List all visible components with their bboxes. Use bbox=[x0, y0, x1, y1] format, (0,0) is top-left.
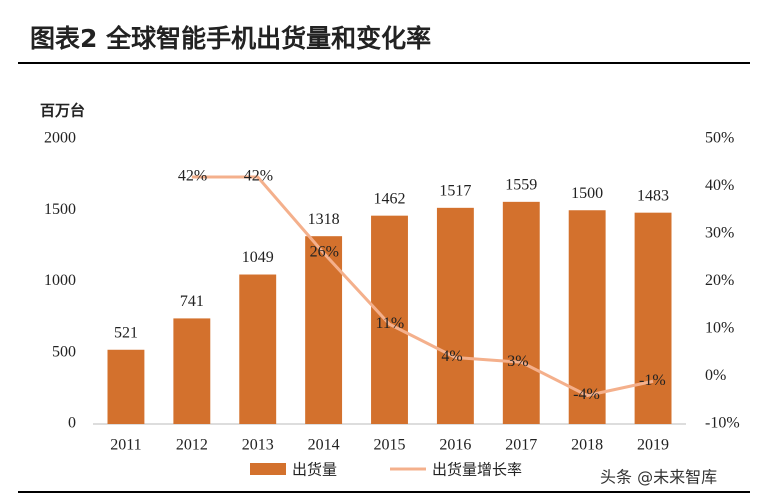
bar bbox=[371, 215, 408, 424]
x-tick-label: 2012 bbox=[176, 437, 208, 454]
y-tick-label: 1500 bbox=[44, 201, 76, 218]
bar-value-label: 1318 bbox=[308, 211, 340, 228]
y2-tick-label: -10% bbox=[705, 415, 740, 432]
x-tick-label: 2014 bbox=[308, 437, 340, 454]
x-tick-label: 2016 bbox=[439, 437, 471, 454]
x-tick-label: 2011 bbox=[110, 437, 141, 454]
x-tick-label: 2019 bbox=[637, 437, 669, 454]
bar-value-label: 1500 bbox=[571, 185, 603, 202]
bar bbox=[502, 201, 540, 424]
y-tick-label: 2000 bbox=[44, 130, 76, 147]
line-value-label: 4% bbox=[441, 348, 462, 365]
bar-value-label: 741 bbox=[180, 293, 204, 310]
bar bbox=[305, 236, 343, 424]
line-value-label: 26% bbox=[310, 244, 339, 261]
legend-swatch bbox=[250, 463, 286, 475]
y-tick-label: 0 bbox=[68, 415, 76, 432]
x-tick-label: 2018 bbox=[571, 437, 603, 454]
bar-value-label: 1559 bbox=[505, 177, 537, 194]
legend-label: 出货量增长率 bbox=[432, 461, 522, 479]
y2-tick-label: 30% bbox=[705, 225, 734, 242]
bar-value-label: 1517 bbox=[439, 182, 471, 199]
bar-value-label: 1483 bbox=[637, 187, 669, 204]
y2-tick-label: 40% bbox=[705, 177, 734, 194]
y-axis-label: 百万台 bbox=[40, 102, 85, 120]
chart-title: 图表2 全球智能手机出货量和变化率 bbox=[30, 24, 431, 53]
y2-tick-label: 20% bbox=[705, 272, 734, 289]
y2-tick-label: 50% bbox=[705, 130, 734, 147]
y2-tick-label: 0% bbox=[705, 367, 726, 384]
x-tick-label: 2013 bbox=[242, 437, 274, 454]
x-tick-label: 2017 bbox=[505, 437, 537, 454]
line bbox=[191, 175, 654, 398]
bar bbox=[634, 212, 672, 424]
line-value-label: 42% bbox=[178, 168, 207, 185]
line-value-label: 3% bbox=[507, 353, 528, 370]
bar-value-label: 521 bbox=[114, 324, 138, 341]
x-tick-label: 2015 bbox=[374, 437, 406, 454]
bar bbox=[239, 274, 277, 424]
bar bbox=[107, 349, 145, 424]
line-value-label: 42% bbox=[244, 168, 273, 185]
bar-value-label: 1049 bbox=[242, 249, 274, 266]
legend-label: 出货量 bbox=[292, 461, 337, 479]
bar bbox=[173, 318, 211, 424]
watermark: 头条 @未来智库 bbox=[600, 468, 717, 487]
bar-value-label: 1462 bbox=[374, 190, 406, 207]
y-tick-label: 1000 bbox=[44, 272, 76, 289]
y-tick-label: 500 bbox=[52, 343, 76, 360]
bar bbox=[436, 207, 474, 424]
line-value-label: 11% bbox=[376, 315, 405, 332]
line-value-label: -4% bbox=[573, 386, 600, 403]
line-value-label: -1% bbox=[639, 372, 666, 389]
y2-tick-label: 10% bbox=[705, 320, 734, 337]
